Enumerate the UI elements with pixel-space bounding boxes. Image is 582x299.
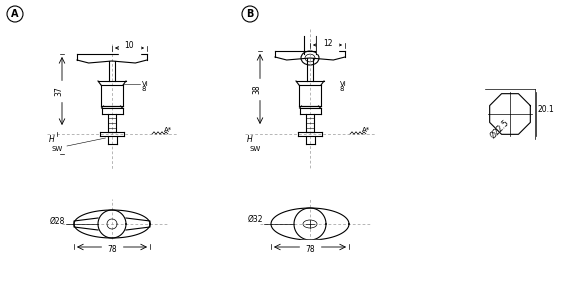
Text: 20.1: 20.1 bbox=[538, 104, 555, 114]
Text: A*: A* bbox=[362, 127, 370, 133]
Text: H: H bbox=[247, 135, 253, 144]
Text: A: A bbox=[11, 9, 19, 19]
Text: 78: 78 bbox=[305, 245, 315, 254]
Text: B: B bbox=[246, 9, 254, 19]
Text: H: H bbox=[49, 135, 55, 144]
Text: 8: 8 bbox=[340, 86, 345, 92]
Text: 8: 8 bbox=[142, 86, 147, 92]
Text: Ø32: Ø32 bbox=[247, 214, 262, 223]
Text: Ø28: Ø28 bbox=[49, 216, 65, 225]
Text: VI: VI bbox=[142, 81, 149, 87]
Text: SW: SW bbox=[249, 146, 261, 152]
Text: A*: A* bbox=[164, 127, 172, 133]
Text: 38: 38 bbox=[253, 84, 261, 94]
Text: Ø22.5: Ø22.5 bbox=[489, 118, 511, 140]
Text: 78: 78 bbox=[107, 245, 117, 254]
Text: 12: 12 bbox=[323, 39, 332, 48]
Text: VI: VI bbox=[340, 81, 347, 87]
Text: SW: SW bbox=[51, 146, 63, 152]
Text: 37: 37 bbox=[55, 86, 63, 96]
Text: 10: 10 bbox=[125, 42, 134, 51]
